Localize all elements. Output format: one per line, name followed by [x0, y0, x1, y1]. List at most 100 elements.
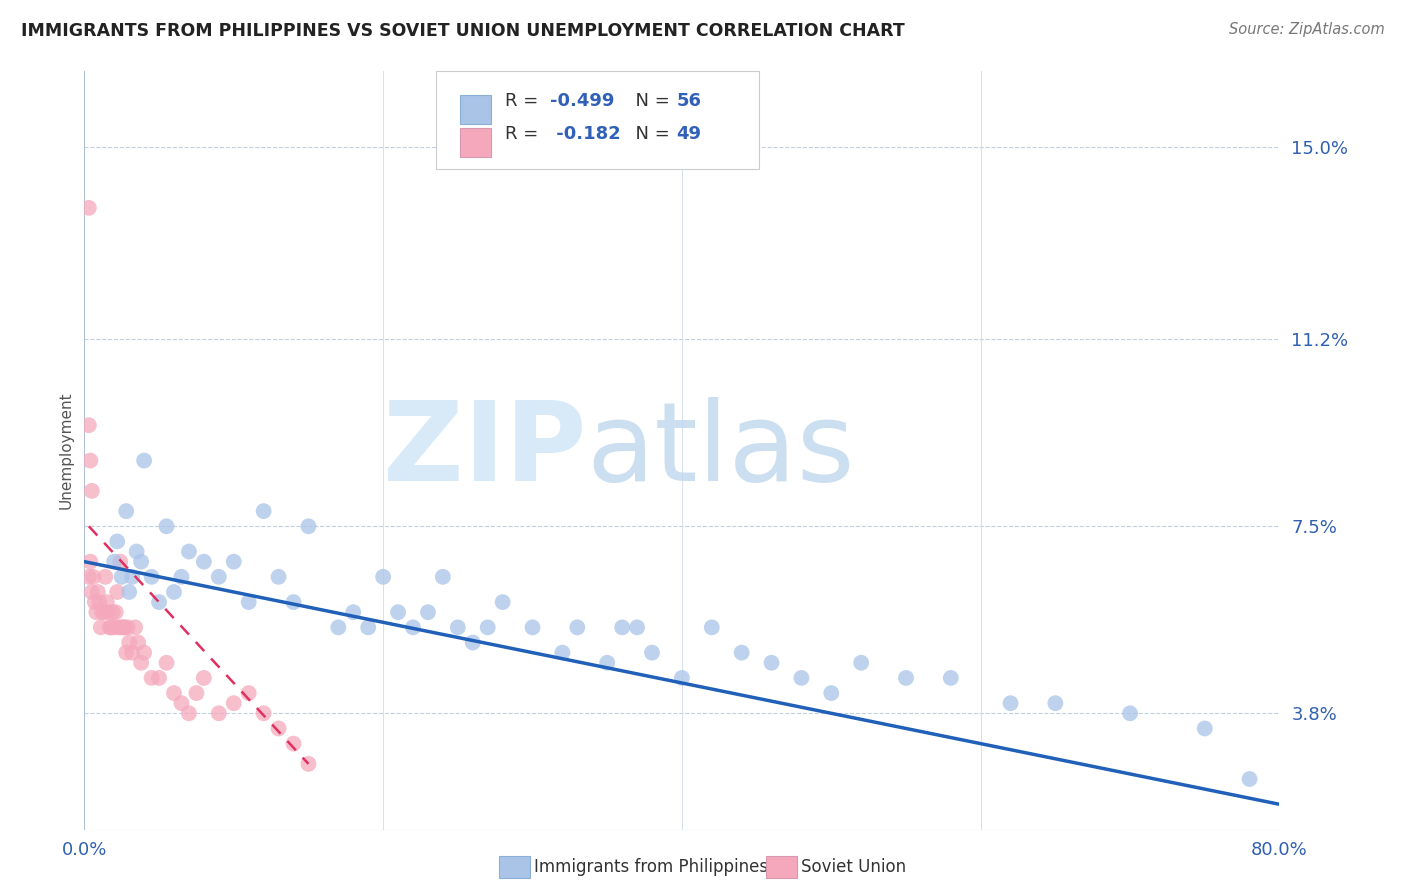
Point	[125, 544, 148, 558]
Point	[731, 646, 754, 660]
Text: R =: R =	[505, 125, 544, 143]
Point	[79, 555, 101, 569]
Point	[112, 620, 135, 634]
Point	[222, 555, 245, 569]
Point	[170, 696, 193, 710]
Point	[894, 671, 917, 685]
Point	[77, 418, 100, 433]
Point	[115, 504, 138, 518]
Point	[253, 706, 276, 721]
Text: Source: ZipAtlas.com: Source: ZipAtlas.com	[1229, 22, 1385, 37]
Point	[551, 646, 574, 660]
Point	[129, 555, 152, 569]
Point	[492, 595, 515, 609]
Point	[155, 656, 177, 670]
Point	[387, 605, 409, 619]
Point	[177, 544, 200, 558]
Point	[124, 620, 146, 634]
Point	[477, 620, 499, 634]
Point	[671, 671, 693, 685]
Point	[141, 671, 163, 685]
Point	[402, 620, 425, 634]
Point	[283, 737, 305, 751]
Point	[98, 620, 121, 634]
Point	[851, 656, 873, 670]
Point	[105, 534, 128, 549]
Point	[93, 605, 115, 619]
Point	[253, 504, 276, 518]
Point	[148, 595, 170, 609]
Point	[342, 605, 364, 619]
Point	[939, 671, 962, 685]
Point	[121, 570, 143, 584]
Point	[177, 706, 200, 721]
Point	[432, 570, 454, 584]
Point	[612, 620, 634, 634]
Text: R =: R =	[505, 92, 544, 110]
Text: -0.499: -0.499	[550, 92, 614, 110]
Point	[700, 620, 723, 634]
Point	[163, 686, 186, 700]
Point	[1119, 706, 1142, 721]
Point	[105, 585, 128, 599]
Point	[118, 635, 141, 649]
Point	[132, 646, 156, 660]
Point	[238, 686, 260, 700]
Point	[77, 570, 100, 584]
Point	[461, 635, 484, 649]
Point	[641, 646, 664, 660]
Point	[416, 605, 439, 619]
Point	[567, 620, 589, 634]
Text: N =: N =	[624, 125, 676, 143]
Point	[101, 605, 124, 619]
Point	[297, 519, 319, 533]
Point	[163, 585, 186, 599]
Point	[91, 605, 114, 619]
Point	[132, 453, 156, 467]
Point	[87, 585, 110, 599]
Point	[267, 570, 290, 584]
Point	[208, 570, 231, 584]
Point	[626, 620, 648, 634]
Point	[186, 686, 208, 700]
Point	[97, 605, 120, 619]
Point	[110, 555, 132, 569]
Point	[79, 453, 101, 467]
Point	[111, 570, 134, 584]
Point	[103, 555, 125, 569]
Point	[104, 605, 127, 619]
Point	[148, 671, 170, 685]
Point	[373, 570, 395, 584]
Point	[118, 585, 141, 599]
Point	[222, 696, 245, 710]
Text: 56: 56	[676, 92, 702, 110]
Point	[267, 722, 290, 736]
Point	[193, 671, 215, 685]
Point	[596, 656, 619, 670]
Point	[111, 620, 134, 634]
Point	[96, 595, 118, 609]
Text: Immigrants from Philippines: Immigrants from Philippines	[534, 858, 769, 876]
Point	[89, 595, 111, 609]
Point	[107, 620, 129, 634]
Point	[100, 620, 122, 634]
Text: ZIP: ZIP	[382, 397, 586, 504]
Point	[115, 646, 138, 660]
Point	[127, 635, 149, 649]
Text: 49: 49	[676, 125, 702, 143]
Point	[86, 605, 108, 619]
Point	[193, 555, 215, 569]
Point	[1000, 696, 1022, 710]
Point	[94, 570, 117, 584]
Point	[1045, 696, 1067, 710]
Point	[790, 671, 813, 685]
Y-axis label: Unemployment: Unemployment	[58, 392, 73, 509]
Point	[1239, 772, 1261, 786]
Point	[297, 756, 319, 771]
Point	[141, 570, 163, 584]
Point	[761, 656, 783, 670]
Point	[103, 620, 125, 634]
Point	[238, 595, 260, 609]
Point	[1194, 722, 1216, 736]
Point	[114, 620, 136, 634]
